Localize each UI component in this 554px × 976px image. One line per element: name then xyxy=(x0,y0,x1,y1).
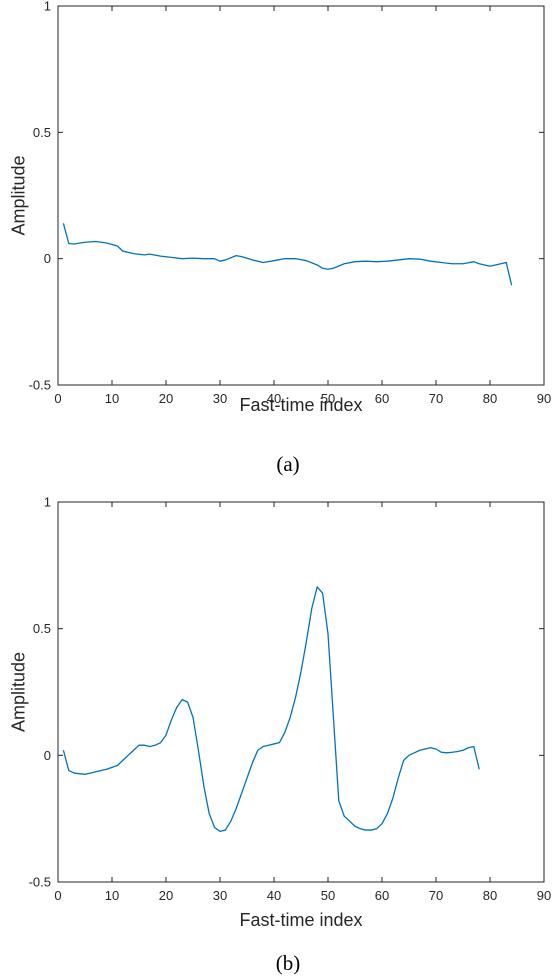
x-tick-label: 10 xyxy=(105,391,119,406)
x-axis-label: Fast-time index xyxy=(239,910,362,930)
x-tick-label: 20 xyxy=(159,391,173,406)
y-axis: -0.5 0 0.5 1 xyxy=(29,495,544,890)
y-tick-label: 1 xyxy=(44,0,51,14)
y-tick-label: 0.5 xyxy=(33,125,51,140)
amplitude-line xyxy=(62,586,480,832)
x-tick-label: 60 xyxy=(375,888,389,903)
y-tick-label: -0.5 xyxy=(29,378,51,393)
x-tick-label: 50 xyxy=(321,391,335,406)
y-tick-label: -0.5 xyxy=(29,875,51,890)
y-tick-label: 0 xyxy=(44,748,51,763)
x-axis: 0 10 20 30 40 50 60 70 80 90 xyxy=(54,502,551,903)
x-tick-label: 30 xyxy=(213,391,227,406)
x-tick-label: 70 xyxy=(429,888,443,903)
plot-area-frame xyxy=(57,5,545,386)
x-tick-label: 20 xyxy=(159,888,173,903)
x-tick-label: 90 xyxy=(537,391,551,406)
x-tick-label: 40 xyxy=(267,391,281,406)
x-tick-label: 80 xyxy=(483,888,497,903)
x-tick-label: 60 xyxy=(375,391,389,406)
y-axis-label: Amplitude xyxy=(8,155,28,235)
y-axis: -0.5 0 0.5 1 xyxy=(29,0,544,393)
plot-area-frame xyxy=(57,501,545,883)
x-axis-label: Fast-time index xyxy=(239,395,362,415)
panel-caption: (a) xyxy=(276,452,299,476)
y-axis-label: Amplitude xyxy=(8,652,28,732)
x-tick-label: 0 xyxy=(54,888,61,903)
chart-panel-b: -0.500.51 0 10 20 30 40 50 60 70 80 90 Fast-time … xyxy=(8,495,551,976)
y-tick-label: 0 xyxy=(44,251,51,266)
x-tick-label: 80 xyxy=(483,391,497,406)
x-tick-label: 70 xyxy=(429,391,443,406)
x-tick-label: 0 xyxy=(54,391,61,406)
x-axis: 0 10 20 30 40 50 60 70 80 90 xyxy=(54,6,551,406)
y-tick-label: 0.5 xyxy=(33,621,51,636)
x-tick-label: 30 xyxy=(213,888,227,903)
panel-caption: (b) xyxy=(276,951,301,975)
x-tick-label: 90 xyxy=(537,888,551,903)
y-tick-label: 1 xyxy=(44,495,51,510)
x-tick-label: 50 xyxy=(321,888,335,903)
x-tick-label: 10 xyxy=(105,888,119,903)
x-tick-label: 40 xyxy=(267,888,281,903)
amplitude-line xyxy=(62,223,513,286)
chart-panel-a: -0.500.51 0 10 20 30 40 50 60 70 80 90 Fast-time … xyxy=(8,0,551,476)
